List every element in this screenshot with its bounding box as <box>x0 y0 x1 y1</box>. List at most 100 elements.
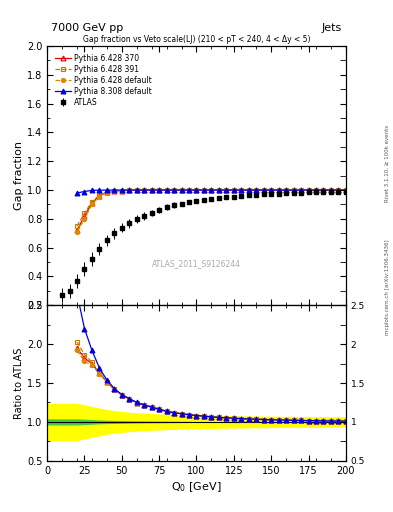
Pythia 6.428 default <box>284 187 288 193</box>
Pythia 6.428 default <box>343 187 348 193</box>
Pythia 6.428 391 <box>209 187 214 193</box>
Pythia 6.428 391 <box>194 187 199 193</box>
Pythia 6.428 default <box>254 187 259 193</box>
Pythia 6.428 default <box>75 229 79 235</box>
Pythia 8.308 default <box>246 187 251 193</box>
Pythia 6.428 391 <box>321 187 326 193</box>
Pythia 6.428 370 <box>179 187 184 193</box>
Pythia 8.308 default <box>134 187 139 193</box>
Pythia 6.428 391 <box>276 187 281 193</box>
Pythia 6.428 370 <box>172 187 176 193</box>
Pythia 6.428 default <box>149 187 154 193</box>
Pythia 6.428 370 <box>306 187 311 193</box>
Pythia 6.428 391 <box>164 187 169 193</box>
Text: 7000 GeV pp: 7000 GeV pp <box>51 23 123 33</box>
Pythia 6.428 370 <box>224 187 229 193</box>
Pythia 6.428 370 <box>239 187 244 193</box>
Pythia 6.428 default <box>119 187 124 194</box>
Pythia 8.308 default <box>329 187 333 193</box>
Line: Pythia 6.428 370: Pythia 6.428 370 <box>75 188 348 233</box>
Pythia 8.308 default <box>164 187 169 193</box>
Pythia 6.428 default <box>321 187 326 193</box>
Pythia 6.428 default <box>179 187 184 193</box>
Pythia 6.428 default <box>97 194 102 200</box>
Pythia 8.308 default <box>209 187 214 193</box>
Pythia 6.428 391 <box>187 187 191 193</box>
Pythia 6.428 370 <box>284 187 288 193</box>
Pythia 6.428 391 <box>142 187 147 193</box>
Pythia 6.428 default <box>261 187 266 193</box>
Pythia 6.428 default <box>112 188 117 194</box>
Pythia 6.428 370 <box>127 187 132 194</box>
Pythia 6.428 default <box>82 216 87 222</box>
Pythia 6.428 391 <box>336 187 341 193</box>
Text: Rivet 3.1.10, ≥ 100k events: Rivet 3.1.10, ≥ 100k events <box>385 125 389 202</box>
Pythia 8.308 default <box>336 187 341 193</box>
Pythia 6.428 391 <box>299 187 303 193</box>
Pythia 6.428 370 <box>217 187 221 193</box>
Pythia 6.428 default <box>172 187 176 193</box>
Pythia 6.428 370 <box>209 187 214 193</box>
Pythia 8.308 default <box>231 187 236 193</box>
Pythia 8.308 default <box>343 187 348 193</box>
Pythia 6.428 default <box>164 187 169 193</box>
Y-axis label: Ratio to ATLAS: Ratio to ATLAS <box>14 347 24 419</box>
Pythia 6.428 default <box>157 187 162 193</box>
Pythia 6.428 391 <box>231 187 236 193</box>
Text: Jets: Jets <box>321 23 342 33</box>
Pythia 6.428 391 <box>105 189 109 195</box>
Pythia 6.428 391 <box>217 187 221 193</box>
Pythia 6.428 370 <box>119 187 124 194</box>
Line: Pythia 8.308 default: Pythia 8.308 default <box>75 188 348 196</box>
Pythia 6.428 391 <box>119 187 124 194</box>
Pythia 6.428 370 <box>329 187 333 193</box>
Pythia 8.308 default <box>119 187 124 193</box>
Pythia 6.428 391 <box>134 187 139 194</box>
Pythia 6.428 default <box>306 187 311 193</box>
Pythia 6.428 default <box>134 187 139 194</box>
Pythia 6.428 391 <box>172 187 176 193</box>
Pythia 8.308 default <box>179 187 184 193</box>
Pythia 6.428 default <box>127 187 132 194</box>
Line: Pythia 6.428 391: Pythia 6.428 391 <box>75 188 348 228</box>
Pythia 6.428 default <box>231 187 236 193</box>
Pythia 6.428 391 <box>82 210 87 216</box>
Pythia 6.428 370 <box>299 187 303 193</box>
Pythia 6.428 default <box>269 187 274 193</box>
Text: ATLAS_2011_S9126244: ATLAS_2011_S9126244 <box>152 259 241 268</box>
Pythia 6.428 default <box>239 187 244 193</box>
Pythia 6.428 370 <box>261 187 266 193</box>
Pythia 6.428 370 <box>105 189 109 195</box>
Pythia 8.308 default <box>254 187 259 193</box>
Pythia 6.428 370 <box>314 187 318 193</box>
Pythia 6.428 default <box>194 187 199 193</box>
Pythia 6.428 370 <box>276 187 281 193</box>
Pythia 6.428 391 <box>329 187 333 193</box>
Pythia 6.428 default <box>217 187 221 193</box>
Pythia 6.428 391 <box>261 187 266 193</box>
Pythia 6.428 391 <box>127 187 132 194</box>
Pythia 8.308 default <box>224 187 229 193</box>
Pythia 6.428 default <box>209 187 214 193</box>
Pythia 6.428 default <box>187 187 191 193</box>
Pythia 6.428 391 <box>149 187 154 193</box>
Pythia 6.428 391 <box>254 187 259 193</box>
Pythia 6.428 370 <box>269 187 274 193</box>
Pythia 6.428 default <box>299 187 303 193</box>
X-axis label: Q$_0$ [GeV]: Q$_0$ [GeV] <box>171 480 222 494</box>
Pythia 8.308 default <box>82 188 87 195</box>
Pythia 8.308 default <box>142 187 147 193</box>
Pythia 6.428 370 <box>202 187 206 193</box>
Pythia 6.428 370 <box>321 187 326 193</box>
Pythia 8.308 default <box>299 187 303 193</box>
Pythia 6.428 default <box>224 187 229 193</box>
Pythia 8.308 default <box>90 187 94 194</box>
Pythia 8.308 default <box>112 187 117 193</box>
Pythia 6.428 370 <box>336 187 341 193</box>
Pythia 6.428 370 <box>246 187 251 193</box>
Pythia 6.428 default <box>90 201 94 207</box>
Pythia 8.308 default <box>172 187 176 193</box>
Pythia 6.428 370 <box>231 187 236 193</box>
Pythia 8.308 default <box>194 187 199 193</box>
Pythia 6.428 default <box>105 189 109 196</box>
